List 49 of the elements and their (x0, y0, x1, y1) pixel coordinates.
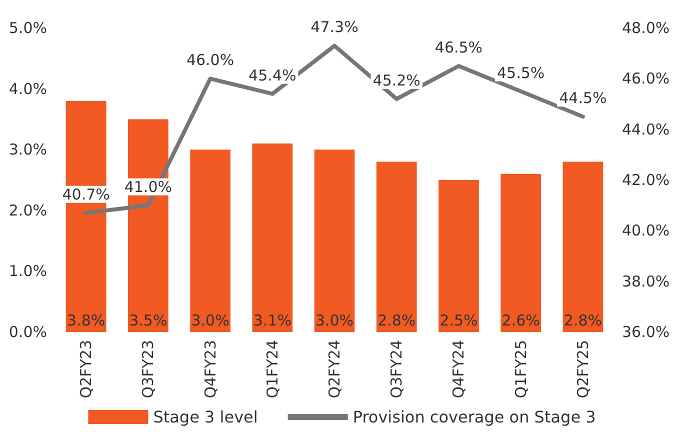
data-label: 45.5% (497, 64, 545, 82)
x-tick-label: Q2FY25 (574, 340, 592, 398)
bar (252, 144, 293, 332)
data-label: 2.6% (502, 312, 540, 330)
data-label: 3.1% (253, 312, 292, 330)
y2-tick-label: 40.0% (622, 222, 670, 240)
x-tick-label: Q3FY23 (139, 340, 158, 398)
y2-tick-label: 42.0% (622, 171, 670, 189)
y-tick-label: 3.0% (8, 140, 47, 159)
bar (562, 162, 604, 332)
data-label: 41.0% (124, 178, 172, 196)
y-tick-label: 5.0% (8, 19, 47, 37)
x-tick-label: Q1FY25 (512, 340, 530, 398)
data-label: 47.3% (310, 18, 358, 36)
bar (438, 180, 479, 332)
x-tick-label: Q2FY24 (326, 340, 344, 398)
data-label: 2.8% (378, 312, 416, 330)
data-label: 45.4% (248, 66, 296, 84)
y2-tick-label: 36.0% (622, 323, 670, 341)
y2-tick-label: 44.0% (622, 120, 670, 138)
legend-label: Provision coverage on Stage 3 (352, 408, 596, 426)
data-label: 46.5% (434, 38, 483, 56)
y2-tick-label: 38.0% (622, 272, 670, 290)
x-tick-label: Q4FY24 (450, 340, 468, 398)
data-label: 44.5% (559, 89, 607, 108)
x-tick-label: Q1FY24 (263, 340, 282, 398)
y-tick-label: 2.0% (8, 201, 47, 220)
x-tick-label: Q2FY23 (77, 340, 96, 398)
data-label: 3.0% (191, 312, 230, 330)
x-tick-label: Q4FY23 (201, 340, 220, 398)
y-tick-label: 0.0% (8, 323, 47, 341)
data-label: 3.5% (129, 312, 168, 330)
data-label: 2.8% (564, 312, 602, 330)
data-label: 3.8% (67, 312, 106, 330)
bar (500, 174, 542, 332)
x-tick-label: Q3FY24 (388, 340, 406, 398)
bar (190, 150, 230, 332)
data-label: 46.0% (186, 51, 234, 70)
data-label: 45.2% (372, 71, 420, 90)
bar (376, 162, 417, 332)
data-label: 2.5% (440, 312, 478, 330)
y-tick-label: 1.0% (8, 262, 47, 280)
y2-tick-label: 46.0% (622, 70, 670, 88)
legend-label: Stage 3 level (153, 408, 258, 426)
y-tick-label: 4.0% (8, 80, 47, 98)
y2-tick-label: 48.0% (622, 19, 670, 37)
bar (314, 150, 355, 332)
data-label: 40.7% (62, 185, 110, 204)
data-label: 3.0% (315, 312, 354, 330)
